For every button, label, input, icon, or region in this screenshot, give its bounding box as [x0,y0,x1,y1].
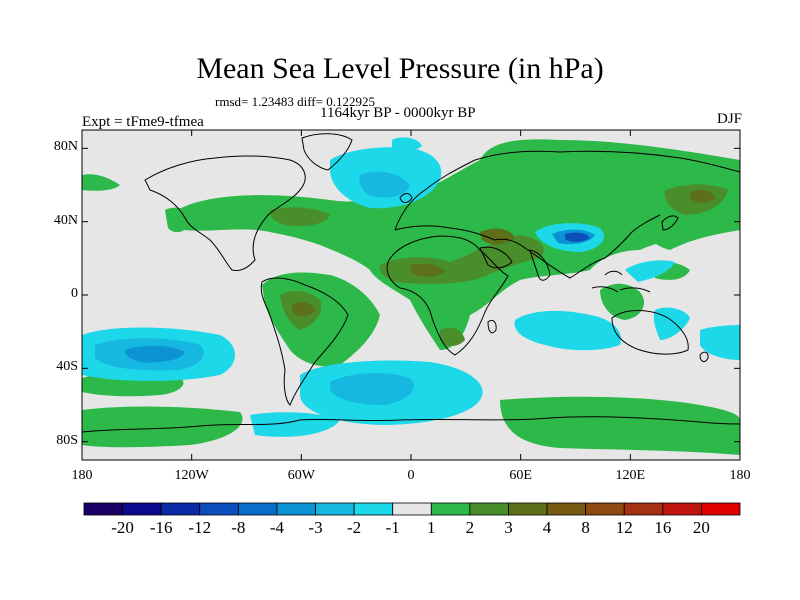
colorbar-label: 1 [427,518,436,537]
experiment-label: Expt = tFme9-tfmea [82,114,204,130]
colorbar-label: -12 [188,518,212,537]
new-zealand-coastline [699,351,709,363]
colorbar-label: 16 [654,518,672,537]
brazil-positive-region [292,302,315,317]
pressure-anomaly-map [82,130,740,460]
south-atlantic-core-region [330,373,414,405]
lat-label-0: 80N [53,139,78,155]
lon-label-0: 180 [71,468,93,483]
north-america-coastline [144,155,306,271]
colorbar-box [276,502,316,516]
colorbar-label: -4 [269,518,285,537]
north-pacific-positive-region [82,174,120,191]
colorbar-box [315,502,355,516]
southern-ocean-negative-region [700,325,740,360]
indonesia-coastline [591,270,651,293]
colorbar-box [546,502,587,516]
colorbar-box [623,502,664,516]
southern-ocean-positive-region [500,396,740,455]
lon-label-4: 60E [509,468,532,483]
japan-coastline [661,215,679,231]
colorbar-box [585,502,625,516]
north-atlantic-positive-region [269,207,330,227]
madagascar-coastline [487,319,497,334]
colorbar-box [83,502,123,516]
colorbar-label: 2 [465,518,475,537]
colorbar-box [160,502,201,516]
colorbar-label: -16 [149,518,173,537]
colorbar-label: -3 [308,518,323,537]
lat-label-4: 80S [56,432,78,448]
british-isles-coastline [399,193,413,203]
colorbar-label: -8 [231,518,246,537]
sahel-positive-region [410,263,445,277]
india-coastline [529,249,551,281]
colorbar-box [430,502,471,516]
west-pacific-negative-region [625,260,675,282]
coastlines [82,133,740,433]
arabia-coastline [479,246,513,269]
colorbar-box [199,502,239,516]
lon-label-3: 0 [407,468,415,483]
colorbar-label: 12 [615,518,633,537]
time-period-label: 1164kyr BP - 0000kyr BP [320,105,476,121]
eurasia-africa-positive-region [172,139,740,350]
colorbar-box [662,502,702,516]
colorbar-box [392,502,432,516]
lat-label-1: 40N [53,212,78,228]
lat-label-2: 0 [71,286,78,301]
lon-label-2: 60W [287,468,315,483]
antarctica-coastline [82,416,740,433]
colorbar-box [469,502,509,516]
colorbar-label: -1 [385,518,400,537]
season-label: DJF [716,111,742,127]
rmsd-diff-stats: rmsd= 1.23483 diff= 0.122925 [215,94,375,109]
africa-coastline [386,235,509,356]
colorbar-label: -2 [347,518,362,537]
south-america-coastline [260,277,349,406]
colorbar-box [508,502,548,516]
lon-label-5: 120E [615,468,646,483]
lon-label-6: 180 [729,468,751,483]
lat-label-3: 40S [56,359,78,375]
negative-anomaly-regions [82,137,740,437]
colorbar [83,502,741,516]
colorbar-label: -20 [111,518,134,537]
colorbar-label: 4 [542,518,552,537]
colorbar-label: 20 [692,518,710,537]
arabia-positive-region [480,228,515,245]
south-pacific-minimum-region [124,345,185,363]
indian-ocean-negative-region [514,310,621,351]
greenland-negative-region [392,137,422,151]
colorbar-box [122,502,162,516]
antarctic-pacific-negative-region [250,412,340,437]
mongolia-positive-region [690,190,715,203]
axis-ticks [81,130,741,460]
eurasia-coastline [394,150,740,279]
tibet-minimum-region [565,232,590,242]
colorbar-box [237,502,278,516]
map-title: Mean Sea Level Pressure (in hPa) [196,52,604,85]
colorbar-box [701,502,741,516]
lon-label-1: 120W [174,468,209,483]
greenland-coastline [301,133,353,171]
australia-coastline [611,310,689,355]
colorbar-label: 8 [581,518,590,537]
southern-africa-positive-region [440,327,465,346]
antarctic-positive-region [82,406,243,448]
colorbar-box [353,502,394,516]
pacific-coast-positive-region [165,207,192,233]
colorbar-label: 3 [504,518,513,537]
iceland-negative-region [359,171,410,198]
